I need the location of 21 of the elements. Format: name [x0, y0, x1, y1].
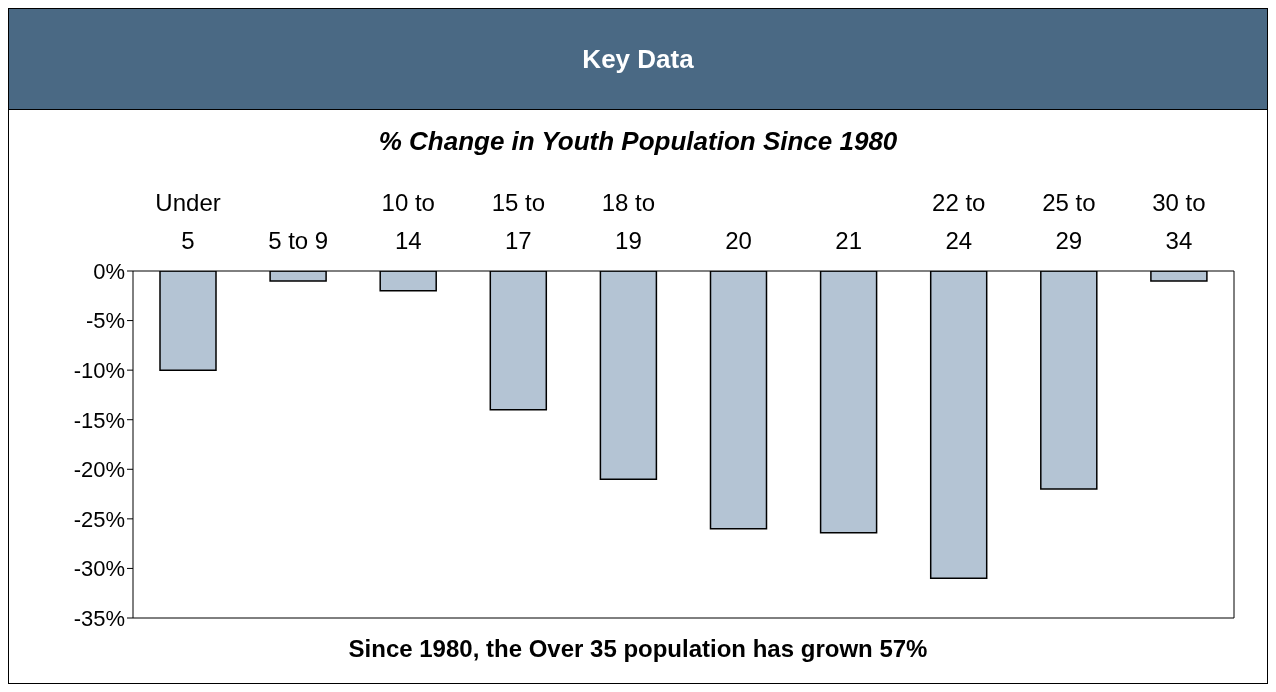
text: Since 1980, the Over 35 population has grown 57% [347, 635, 929, 663]
chart-subtitle: % Change in Youth Population Since 1980 [377, 126, 899, 157]
x-tick-label: 21 [835, 227, 862, 254]
x-tick-label: 22 to 24 [932, 189, 986, 254]
x-tick-label: 30 to 34 [1152, 189, 1206, 254]
y-tick-label: -35% [73, 605, 125, 631]
x-tick-label: 5 to 9 [268, 227, 329, 254]
x-tick-label: 25 to 29 [1042, 189, 1096, 254]
y-tick-label: -20% [73, 457, 125, 483]
y-tick-label: -5% [85, 308, 125, 334]
chart-title: Key Data [9, 9, 1267, 110]
x-tick-label: 18 to 19 [601, 189, 656, 254]
y-tick-label: -10% [73, 357, 125, 383]
y-tick-label: -15% [73, 407, 125, 433]
x-tick-label: Under 5 [155, 189, 221, 254]
y-tick-label: -30% [73, 556, 125, 582]
x-tick-label: 10 to 14 [381, 189, 435, 254]
y-tick-label: 0% [93, 258, 125, 284]
y-tick-label: -25% [73, 506, 125, 532]
x-tick-label: 20 [725, 227, 752, 254]
x-tick-label: 15 to 17 [491, 189, 546, 254]
